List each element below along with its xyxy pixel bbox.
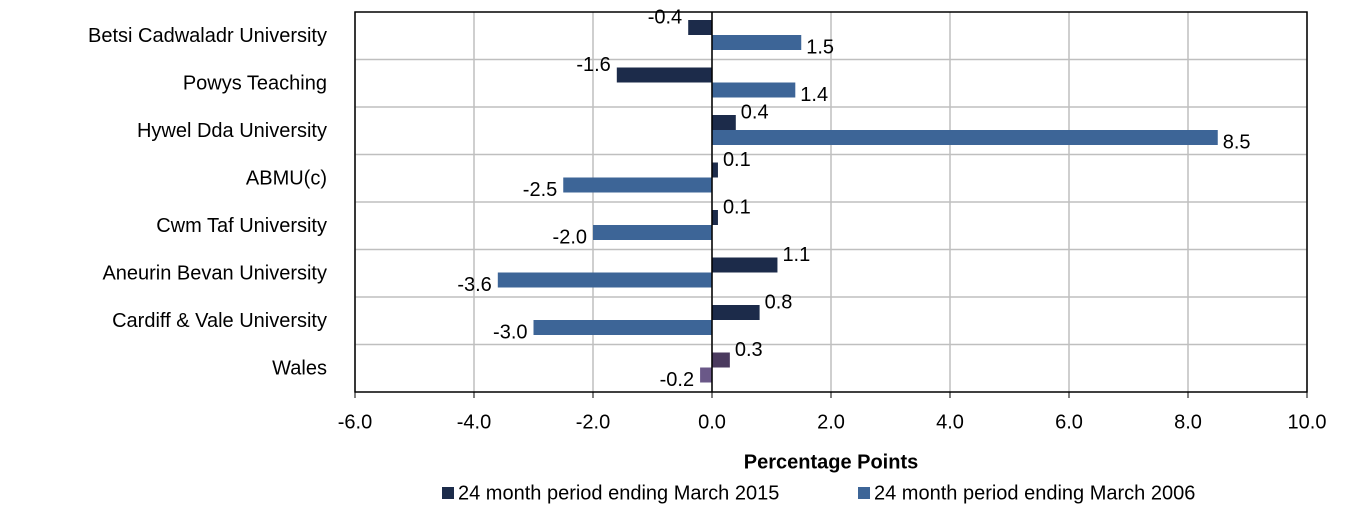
data-label: 8.5 (1223, 131, 1251, 153)
bar (563, 177, 712, 193)
data-label: -1.6 (576, 54, 610, 76)
bar (712, 352, 730, 368)
bar (712, 210, 718, 225)
x-tick-label: 0.0 (698, 411, 726, 433)
data-label: -2.0 (553, 226, 587, 248)
legend-label: 24 month period ending March 2006 (874, 482, 1195, 504)
data-label: -0.4 (648, 6, 682, 28)
bar (688, 20, 712, 35)
bar (533, 320, 712, 335)
x-tick-label: -2.0 (576, 411, 610, 433)
data-label: 0.1 (723, 149, 751, 171)
bar (712, 257, 778, 273)
y-tick-label: Aneurin Bevan University (102, 263, 327, 285)
data-label: 1.5 (806, 36, 834, 58)
data-label: -3.0 (493, 321, 527, 343)
data-label: 1.4 (800, 84, 828, 106)
y-tick-label: Hywel Dda University (137, 120, 327, 142)
legend-label: 24 month period ending March 2015 (458, 482, 779, 504)
x-tick-label: 2.0 (817, 411, 845, 433)
data-label: 0.3 (735, 339, 763, 361)
x-tick-label: 8.0 (1174, 411, 1202, 433)
bar (712, 305, 760, 320)
bar (712, 35, 802, 50)
data-label: 0.4 (741, 101, 769, 123)
y-tick-label: Cwm Taf University (156, 215, 327, 237)
bar (712, 130, 1218, 145)
data-label: 1.1 (782, 244, 810, 266)
bar (616, 67, 712, 83)
bar (712, 162, 718, 178)
x-tick-label: 10.0 (1288, 411, 1327, 433)
bar (497, 272, 712, 288)
y-tick-label: Wales (272, 358, 327, 380)
legend-marker (858, 487, 870, 499)
data-label: -2.5 (523, 179, 557, 201)
x-tick-label: 4.0 (936, 411, 964, 433)
legend-marker (442, 487, 454, 499)
data-label: 0.1 (723, 196, 751, 218)
bar (712, 115, 736, 130)
bar (700, 367, 712, 383)
plot-border (354, 11, 1308, 393)
data-label: -0.2 (660, 369, 694, 391)
y-tick-label: Powys Teaching (183, 73, 327, 95)
y-tick-label: Cardiff & Vale University (112, 310, 327, 332)
x-tick-label: -6.0 (338, 411, 372, 433)
bar (712, 82, 796, 98)
x-tick-label: -4.0 (457, 411, 491, 433)
x-tick-label: 6.0 (1055, 411, 1083, 433)
y-tick-label: ABMU(c) (246, 168, 327, 190)
bar (593, 225, 712, 240)
x-axis-title: Percentage Points (744, 451, 919, 473)
data-label: -3.6 (457, 274, 491, 296)
y-tick-label: Betsi Cadwaladr University (88, 25, 327, 47)
data-label: 0.8 (765, 291, 793, 313)
